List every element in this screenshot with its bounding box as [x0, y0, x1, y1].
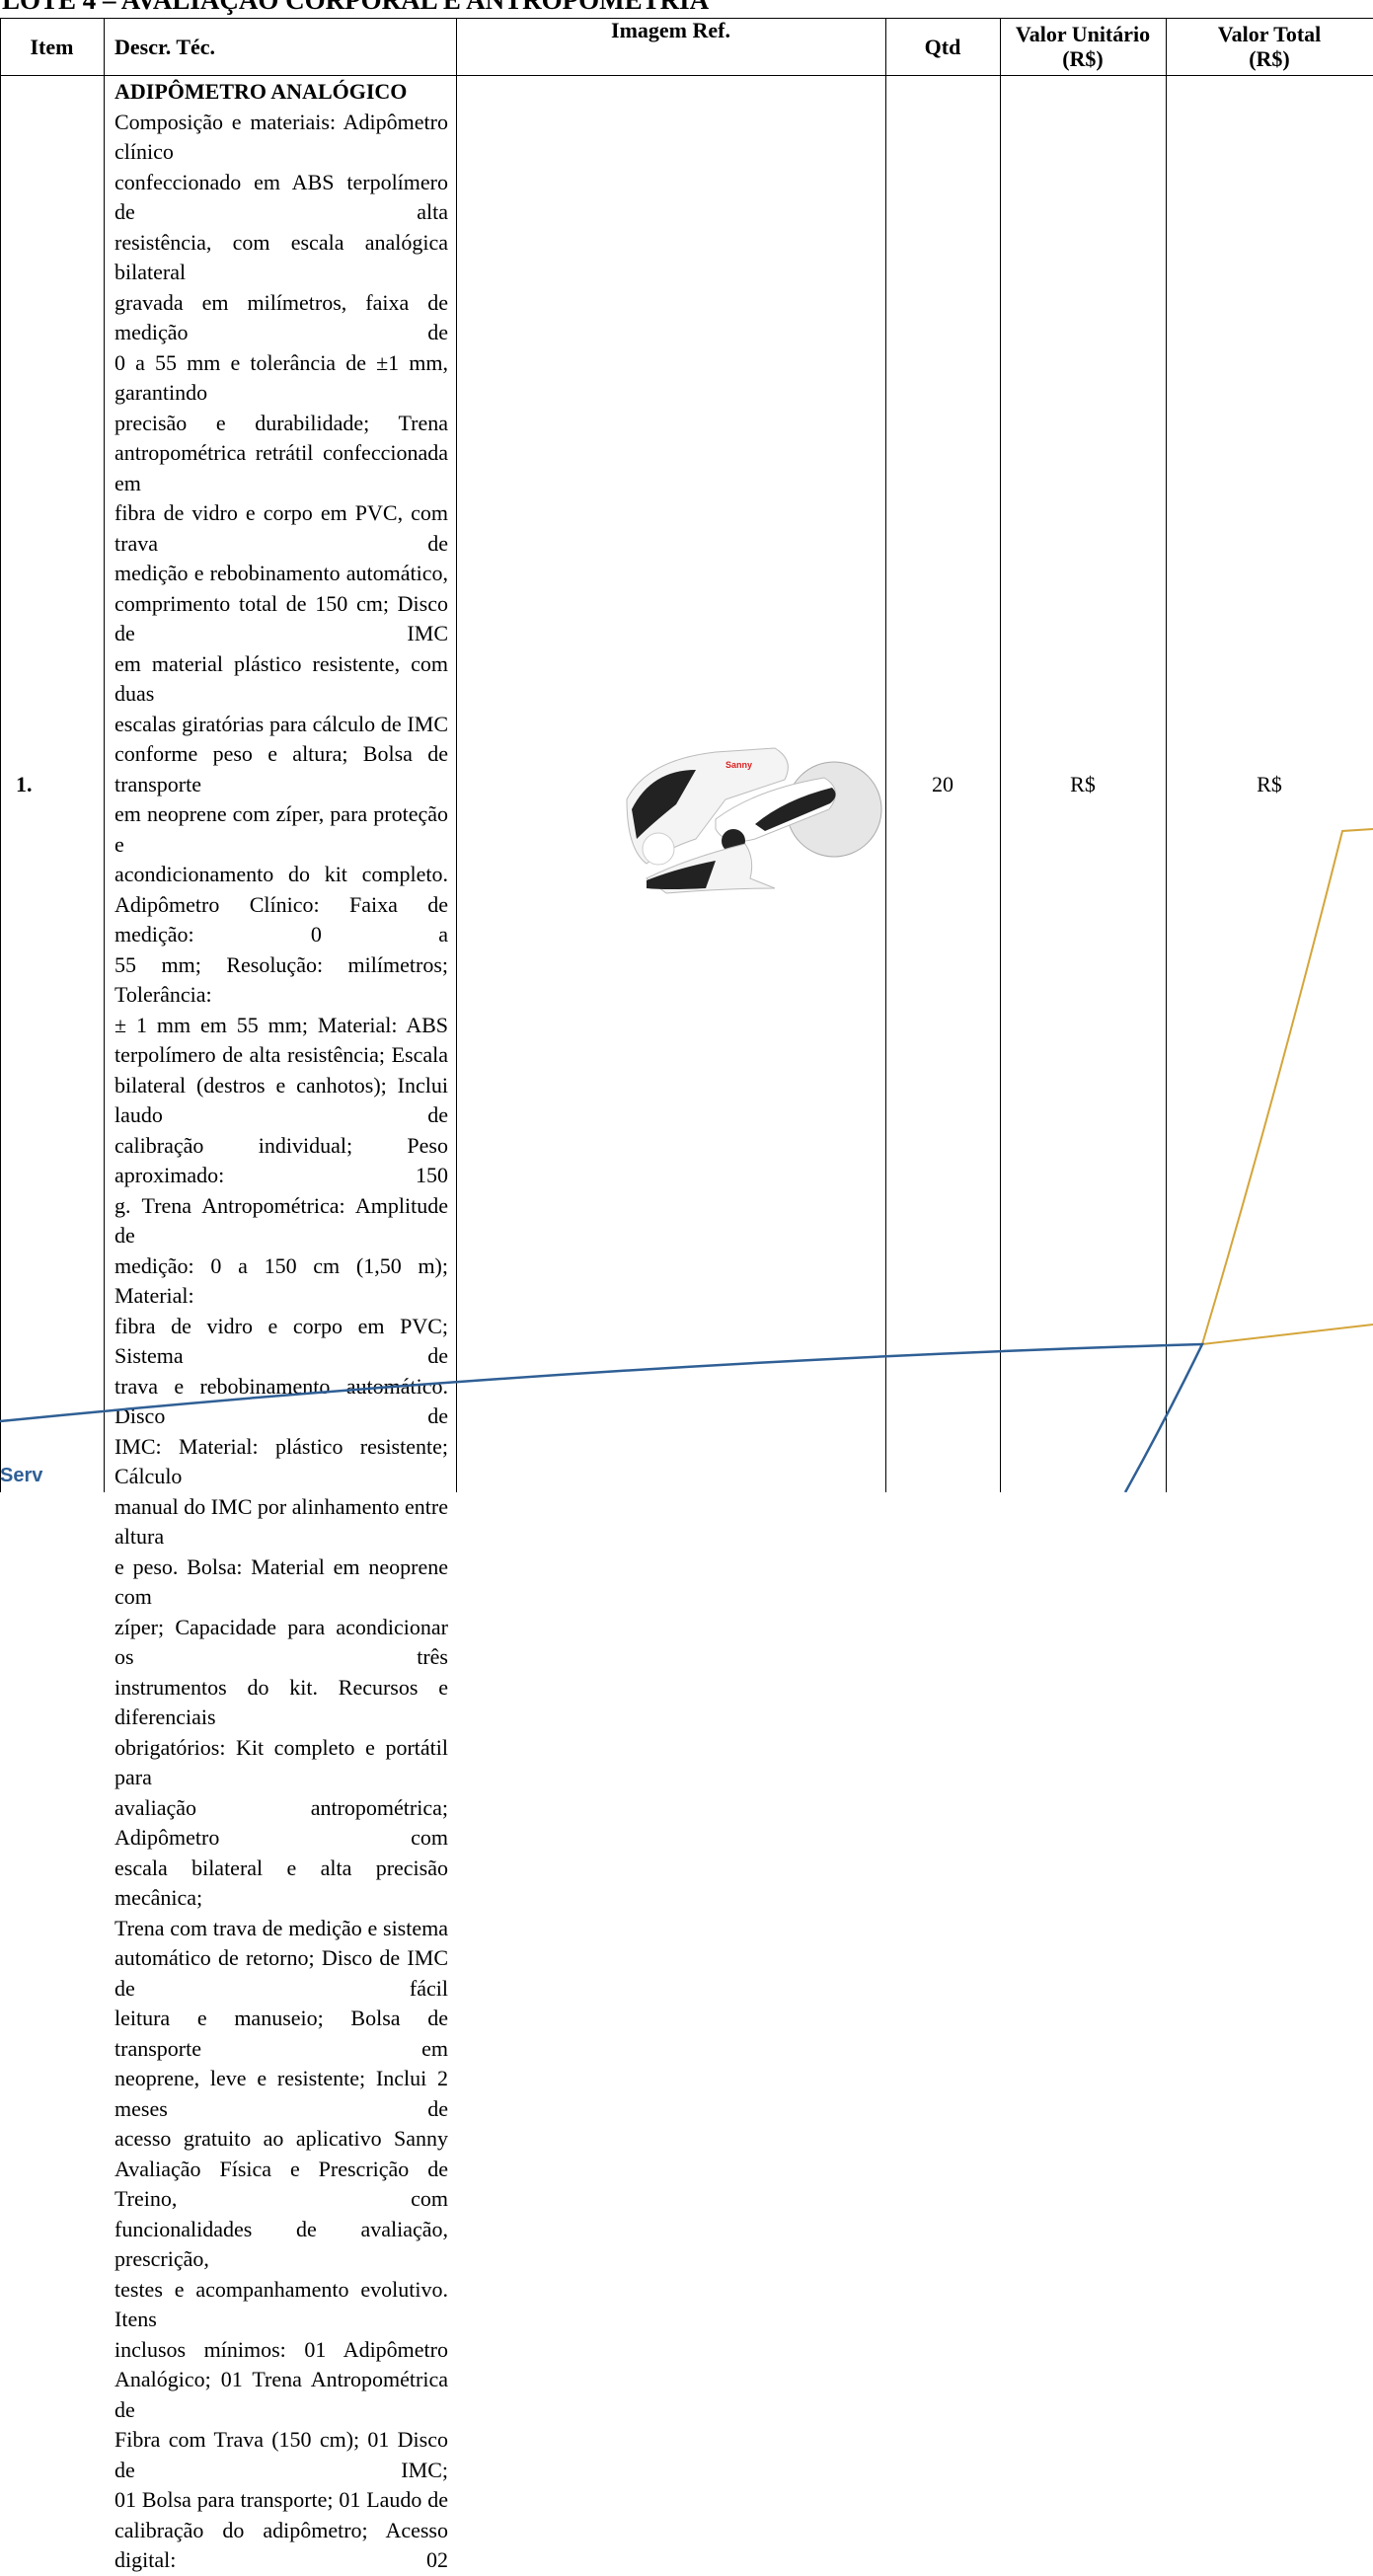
description-line: Composição e materiais: Adipômetro clíni…: [114, 109, 448, 165]
header-cell: Valor Total (R$): [1217, 22, 1322, 71]
footer: Serv: [0, 1465, 43, 1486]
table-border: [0, 75, 1373, 76]
table-border: [456, 18, 457, 1492]
table-border: [104, 18, 105, 1492]
description-line: antropométrica retrátil confeccionada em: [114, 440, 448, 495]
description-line: manual do IMC por alinhamento entre altu…: [114, 1493, 448, 1550]
description-line: neoprene, leve e resistente; Inclui 2 me…: [114, 2066, 448, 2121]
description-line: comprimento total de 150 cm; Disco de IM…: [114, 590, 448, 646]
description-line: IMC: Material: plástico resistente; Cálc…: [114, 1433, 448, 1489]
description-line: avaliação antropométrica; Adipômetro com: [114, 1794, 448, 1851]
description-line: Fibra com Trava (150 cm); 01 Disco de IM…: [114, 2427, 448, 2482]
description-line: Avaliação Física e Prescrição de Treino,…: [114, 2156, 448, 2212]
table-border: [1166, 18, 1167, 1492]
description-line: trava e rebobinamento automático. Disco …: [114, 1373, 448, 1429]
table-border: [1000, 18, 1001, 1492]
description-line: e peso. Bolsa: Material em neoprene com: [114, 1553, 448, 1610]
description-line: acondicionamento do kit completo.: [114, 862, 448, 886]
description-line: precisão e durabilidade; Trena: [114, 410, 448, 435]
header-cell: Descr. Téc.: [114, 34, 216, 59]
description-line: leitura e manuseio; Bolsa de transporte …: [114, 2006, 448, 2061]
description-line: acesso gratuito ao aplicativo Sanny: [114, 2126, 448, 2151]
header-cell: Valor Unitário (R$): [1015, 22, 1151, 71]
description-line: medição: 0 a 150 cm (1,50 m); Material:: [114, 1252, 448, 1309]
item-number: 1.: [16, 772, 33, 796]
description-line: resistência, com escala analógica bilate…: [114, 229, 448, 285]
description-line: testes e acompanhamento evolutivo. Itens: [114, 2276, 448, 2332]
description-line: Analógico; 01 Trena Antropométrica de: [114, 2367, 448, 2422]
description-line: fibra de vidro e corpo em PVC, com trava…: [114, 500, 448, 556]
description-line: g. Trena Antropométrica: Amplitude de: [114, 1192, 448, 1249]
description-line: ± 1 mm em 55 mm; Material: ABS: [114, 1012, 448, 1037]
description-line: inclusos mínimos: 01 Adipômetro: [114, 2336, 448, 2362]
table-border: [0, 18, 1373, 19]
header-cell: Qtd: [924, 34, 961, 59]
description-line: 0 a 55 mm e tolerância de ±1 mm, garanti…: [114, 349, 448, 406]
description-line: em material plástico resistente, com dua…: [114, 650, 448, 707]
description-line: escala bilateral e alta precisão mecânic…: [114, 1855, 448, 1911]
description-line: gravada em milímetros, faixa de medição …: [114, 289, 448, 345]
header-cell: Imagem Ref.: [611, 18, 730, 42]
description-line: obrigatórios: Kit completo e portátil pa…: [114, 1734, 448, 1790]
description-line: conforme peso e altura; Bolsa de transpo…: [114, 741, 448, 796]
table-border: [885, 18, 886, 1492]
description-line: Trena com trava de medição e sistema: [114, 1915, 448, 1940]
description-line: em neoprene com zíper, para proteção e: [114, 801, 448, 857]
image-brand: Sanny: [725, 760, 752, 770]
description-line: calibração do adipômetro; Acesso digital…: [114, 2517, 448, 2573]
description-line: bilateral (destros e canhotos); Inclui l…: [114, 1072, 448, 1128]
table-border: [0, 18, 1, 1492]
description-line: calibração individual; Peso aproximado: …: [114, 1132, 448, 1188]
description-line: automático de retorno; Disco de IMC de f…: [114, 1945, 448, 2001]
description-line: zíper; Capacidade para acondicionar os t…: [114, 1614, 448, 1670]
description-line: confeccionado em ABS terpolímero de alta: [114, 169, 448, 225]
description-line: fibra de vidro e corpo em PVC; Sistema d…: [114, 1313, 448, 1369]
header-cell: Item: [30, 34, 74, 59]
total-value: R$: [1257, 772, 1282, 796]
unit-value: R$: [1070, 772, 1096, 796]
description-line: escalas giratórias para cálculo de IMC: [114, 711, 448, 736]
description-line: medição e rebobinamento automático,: [114, 561, 448, 585]
product-image: Sanny: [626, 747, 882, 894]
description: ADIPÔMETRO ANALÓGICO Composição e materi…: [114, 77, 448, 2576]
description-line: instrumentos do kit. Recursos e diferenc…: [114, 1674, 448, 1730]
heading: LOTE 4 – AVALIAÇÃO CORPORAL E ANTROPOMET…: [2, 0, 710, 15]
description-line: 01 Bolsa para transporte; 01 Laudo de: [114, 2487, 448, 2512]
description-line: funcionalidades de avaliação, prescrição…: [114, 2216, 448, 2272]
description-line: terpolímero de alta resistência; Escala: [114, 1042, 448, 1067]
description-title: ADIPÔMETRO ANALÓGICO: [114, 79, 408, 104]
description-line: Adipômetro Clínico: Faixa de medição: 0 …: [114, 891, 448, 947]
description-line: 55 mm; Resolução: milímetros; Tolerância…: [114, 951, 448, 1008]
qtd: 20: [932, 772, 953, 796]
